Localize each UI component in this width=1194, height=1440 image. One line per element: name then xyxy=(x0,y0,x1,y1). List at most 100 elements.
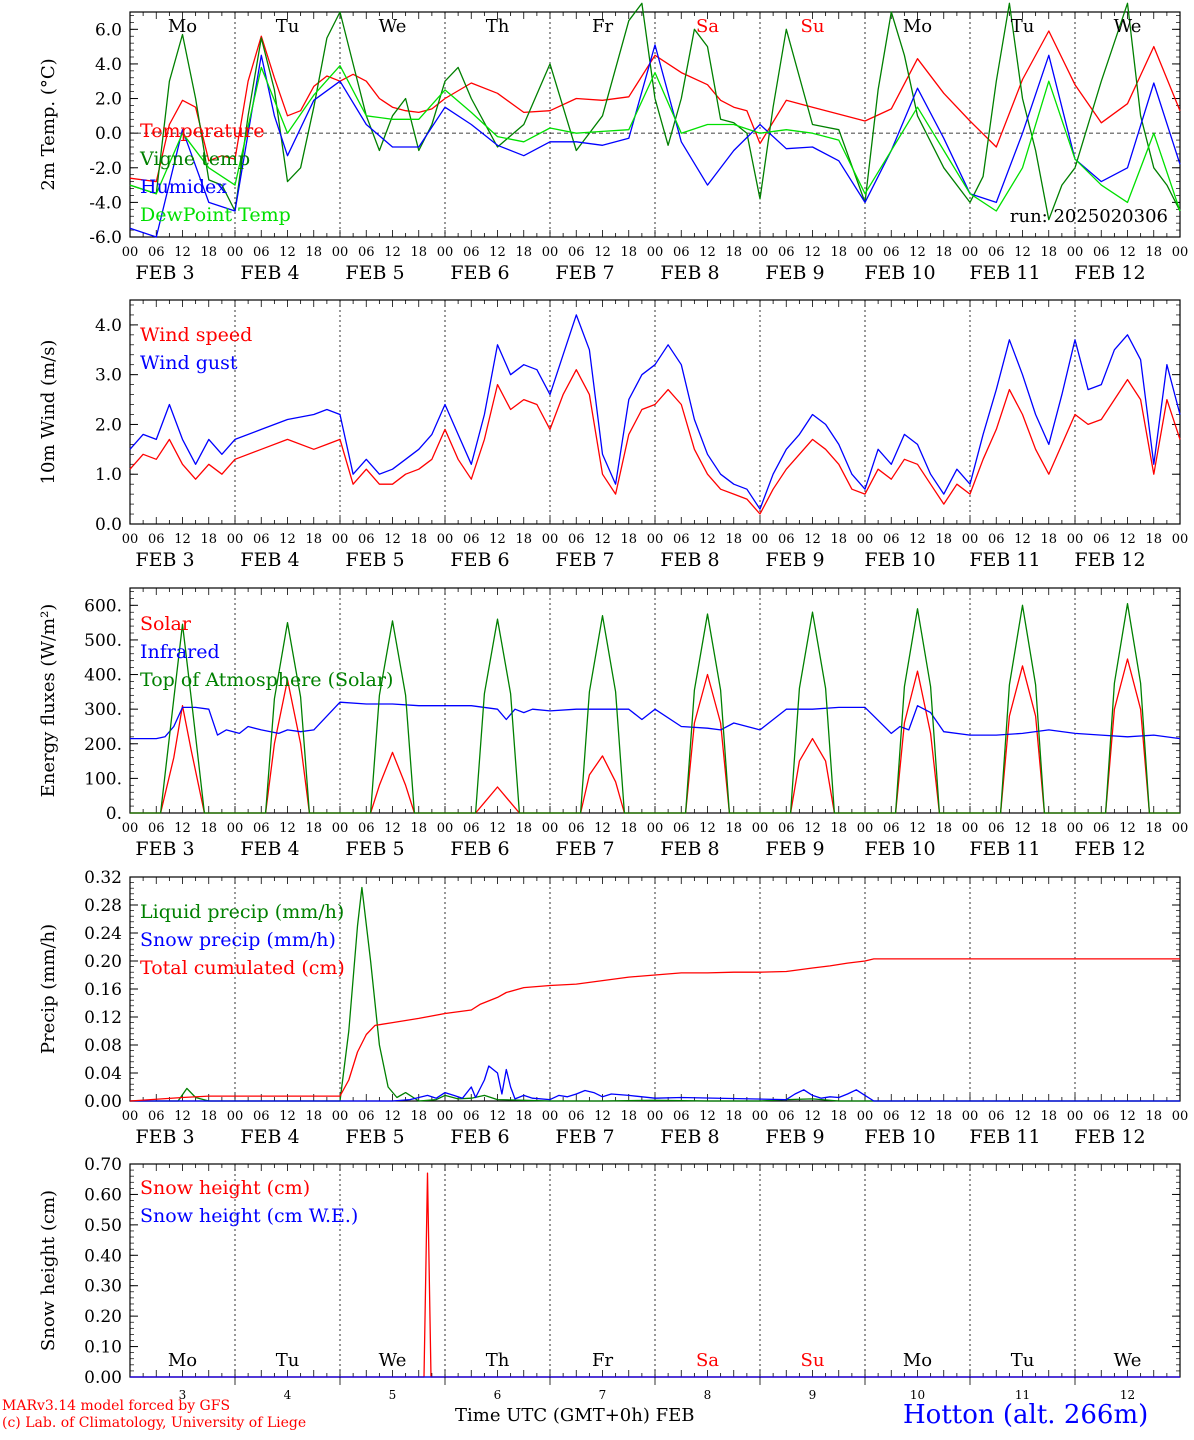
panel5-weekday-label: Mo xyxy=(168,1350,197,1371)
panel1-weekday-label: Mo xyxy=(168,16,197,37)
panel4-y-tick-label: 0.16 xyxy=(84,980,122,1000)
panel2-legend-entry-1: Wind speed xyxy=(140,324,252,346)
panel5-y-tick-label: 0.70 xyxy=(84,1155,122,1175)
panel4-date-label: FEB 7 xyxy=(555,1126,614,1148)
panel4-hour-tick-label: 12 xyxy=(594,1109,611,1124)
panel1-run-annotation: run: 2025020306 xyxy=(1010,206,1168,227)
panel4-y-tick-label: 0.04 xyxy=(84,1064,122,1084)
panel4-hour-tick-label: 06 xyxy=(778,1109,795,1124)
panel2-hour-tick-label: 06 xyxy=(988,532,1005,547)
panel2-hour-tick-label: 12 xyxy=(489,532,506,547)
panel4-series-line-1 xyxy=(130,886,1180,1102)
panel2-date-label: FEB 5 xyxy=(345,549,404,571)
panel1-hour-tick-label: 00 xyxy=(962,245,979,260)
panel1-hour-tick-label: 00 xyxy=(752,245,769,260)
panel3-hour-tick-label: 12 xyxy=(699,821,716,836)
panel1-hour-tick-label: 00 xyxy=(857,245,874,260)
panel4-y-tick-label: 0.08 xyxy=(84,1036,122,1056)
panel3-hour-tick-label: 00 xyxy=(857,821,874,836)
panel1-hour-tick-label: 00 xyxy=(542,245,559,260)
panel5-day-number: 10 xyxy=(910,1388,925,1402)
panel2-hour-tick-label: 12 xyxy=(909,532,926,547)
panel2-hour-tick-label: 18 xyxy=(305,532,322,547)
panel1-date-label: FEB 4 xyxy=(240,262,299,284)
panel2-hour-tick-label: 18 xyxy=(1145,532,1162,547)
panel1-y-axis-label: 2m Temp. (°C) xyxy=(38,58,59,190)
panel3-hour-tick-label: 18 xyxy=(305,821,322,836)
panel1-date-label: FEB 6 xyxy=(450,262,509,284)
panel2-y-tick-label: 3.0 xyxy=(95,366,122,386)
panel1-hour-tick-label: 18 xyxy=(830,245,847,260)
panel1-weekday-label: Mo xyxy=(903,16,932,37)
panel5-day-number: 5 xyxy=(389,1388,397,1402)
model-credit: MARv3.14 model forced by GFS (c) Lab. of… xyxy=(2,1398,306,1432)
panel3-hour-tick-label: 06 xyxy=(778,821,795,836)
panel4-y-tick-label: 0.00 xyxy=(84,1092,122,1112)
panel5-day-number: 9 xyxy=(809,1388,817,1402)
panel4-hour-tick-label: 12 xyxy=(909,1109,926,1124)
panel1-hour-tick-label: 18 xyxy=(935,245,952,260)
panel4-hour-tick-label: 12 xyxy=(384,1109,401,1124)
panel1-date-label: FEB 3 xyxy=(135,262,194,284)
panel5-weekday-label: Fr xyxy=(592,1350,613,1371)
panel3-hour-tick-label: 12 xyxy=(594,821,611,836)
panel3-hour-tick-label: 00 xyxy=(647,821,664,836)
panel1-weekday-label: We xyxy=(379,16,407,37)
panel4-date-label: FEB 5 xyxy=(345,1126,404,1148)
panel4-date-label: FEB 10 xyxy=(864,1126,935,1148)
panel1-hour-tick-label: 00 xyxy=(1172,245,1189,260)
panel4-hour-tick-label: 18 xyxy=(935,1109,952,1124)
panel2-hour-tick-label: 18 xyxy=(725,532,742,547)
panel3-hour-tick-label: 18 xyxy=(1040,821,1057,836)
panel3-hour-tick-label: 06 xyxy=(463,821,480,836)
panel3-hour-tick-label: 18 xyxy=(515,821,532,836)
panel2-hour-tick-label: 18 xyxy=(935,532,952,547)
panel3-date-label: FEB 5 xyxy=(345,838,404,860)
lab-credit: (c) Lab. of Climatology, University of L… xyxy=(2,1415,307,1431)
panel5-legend-entry-2: Snow height (cm W.E.) xyxy=(140,1205,358,1227)
panel4-legend-entry-3: Total cumulated (cm) xyxy=(140,957,345,979)
panel2-hour-tick-label: 06 xyxy=(673,532,690,547)
panel3-hour-tick-label: 12 xyxy=(174,821,191,836)
panel2-date-label: FEB 12 xyxy=(1074,549,1145,571)
panel4-hour-tick-label: 12 xyxy=(174,1109,191,1124)
panel2-hour-tick-label: 00 xyxy=(227,532,244,547)
panel5-y-tick-label: 0.20 xyxy=(84,1307,122,1327)
panel1-legend-entry-3: Humidex xyxy=(140,176,227,198)
panel3-date-label: FEB 11 xyxy=(969,838,1040,860)
panel1-hour-tick-label: 12 xyxy=(594,245,611,260)
panel3-legend-entry-2: Infrared xyxy=(140,641,220,663)
panel4-y-axis-label: Precip (mm/h) xyxy=(38,924,59,1054)
panel3-y-tick-label: 0. xyxy=(106,804,122,824)
panel2-date-label: FEB 3 xyxy=(135,549,194,571)
panel4-hour-tick-label: 06 xyxy=(673,1109,690,1124)
panel1-hour-tick-label: 00 xyxy=(227,245,244,260)
panel5-day-number: 6 xyxy=(494,1388,502,1402)
panel5-weekday-label: Su xyxy=(801,1350,825,1371)
panel5-weekday-label: Tu xyxy=(276,1350,300,1371)
panel2-hour-tick-label: 00 xyxy=(1067,532,1084,547)
panel1-series-line-3 xyxy=(129,44,1181,238)
panel1-hour-tick-label: 12 xyxy=(804,245,821,260)
panel1-legend-entry-1: Temperature xyxy=(140,120,264,142)
panel1-date-label: FEB 7 xyxy=(555,262,614,284)
panel2-hour-tick-label: 00 xyxy=(1172,532,1189,547)
panel1-weekday-label: Sa xyxy=(696,16,719,37)
panel4-hour-tick-label: 00 xyxy=(647,1109,664,1124)
panel1-hour-tick-label: 12 xyxy=(489,245,506,260)
panel2-date-label: FEB 10 xyxy=(864,549,935,571)
panel3-hour-tick-label: 12 xyxy=(804,821,821,836)
panel1-hour-tick-label: 06 xyxy=(148,245,165,260)
panel3-hour-tick-label: 00 xyxy=(1172,821,1189,836)
panel2-hour-tick-label: 12 xyxy=(384,532,401,547)
panel4-hour-tick-label: 00 xyxy=(857,1109,874,1124)
panel2-y-tick-label: 0.0 xyxy=(95,515,122,535)
panel3-date-label: FEB 9 xyxy=(765,838,824,860)
panel5-weekday-label: Sa xyxy=(696,1350,719,1371)
panel1-hour-tick-label: 06 xyxy=(253,245,270,260)
panel4-hour-tick-label: 00 xyxy=(227,1109,244,1124)
panel1-weekday-label: Th xyxy=(486,16,510,37)
panel2-hour-tick-label: 06 xyxy=(883,532,900,547)
panel2-hour-tick-label: 12 xyxy=(699,532,716,547)
